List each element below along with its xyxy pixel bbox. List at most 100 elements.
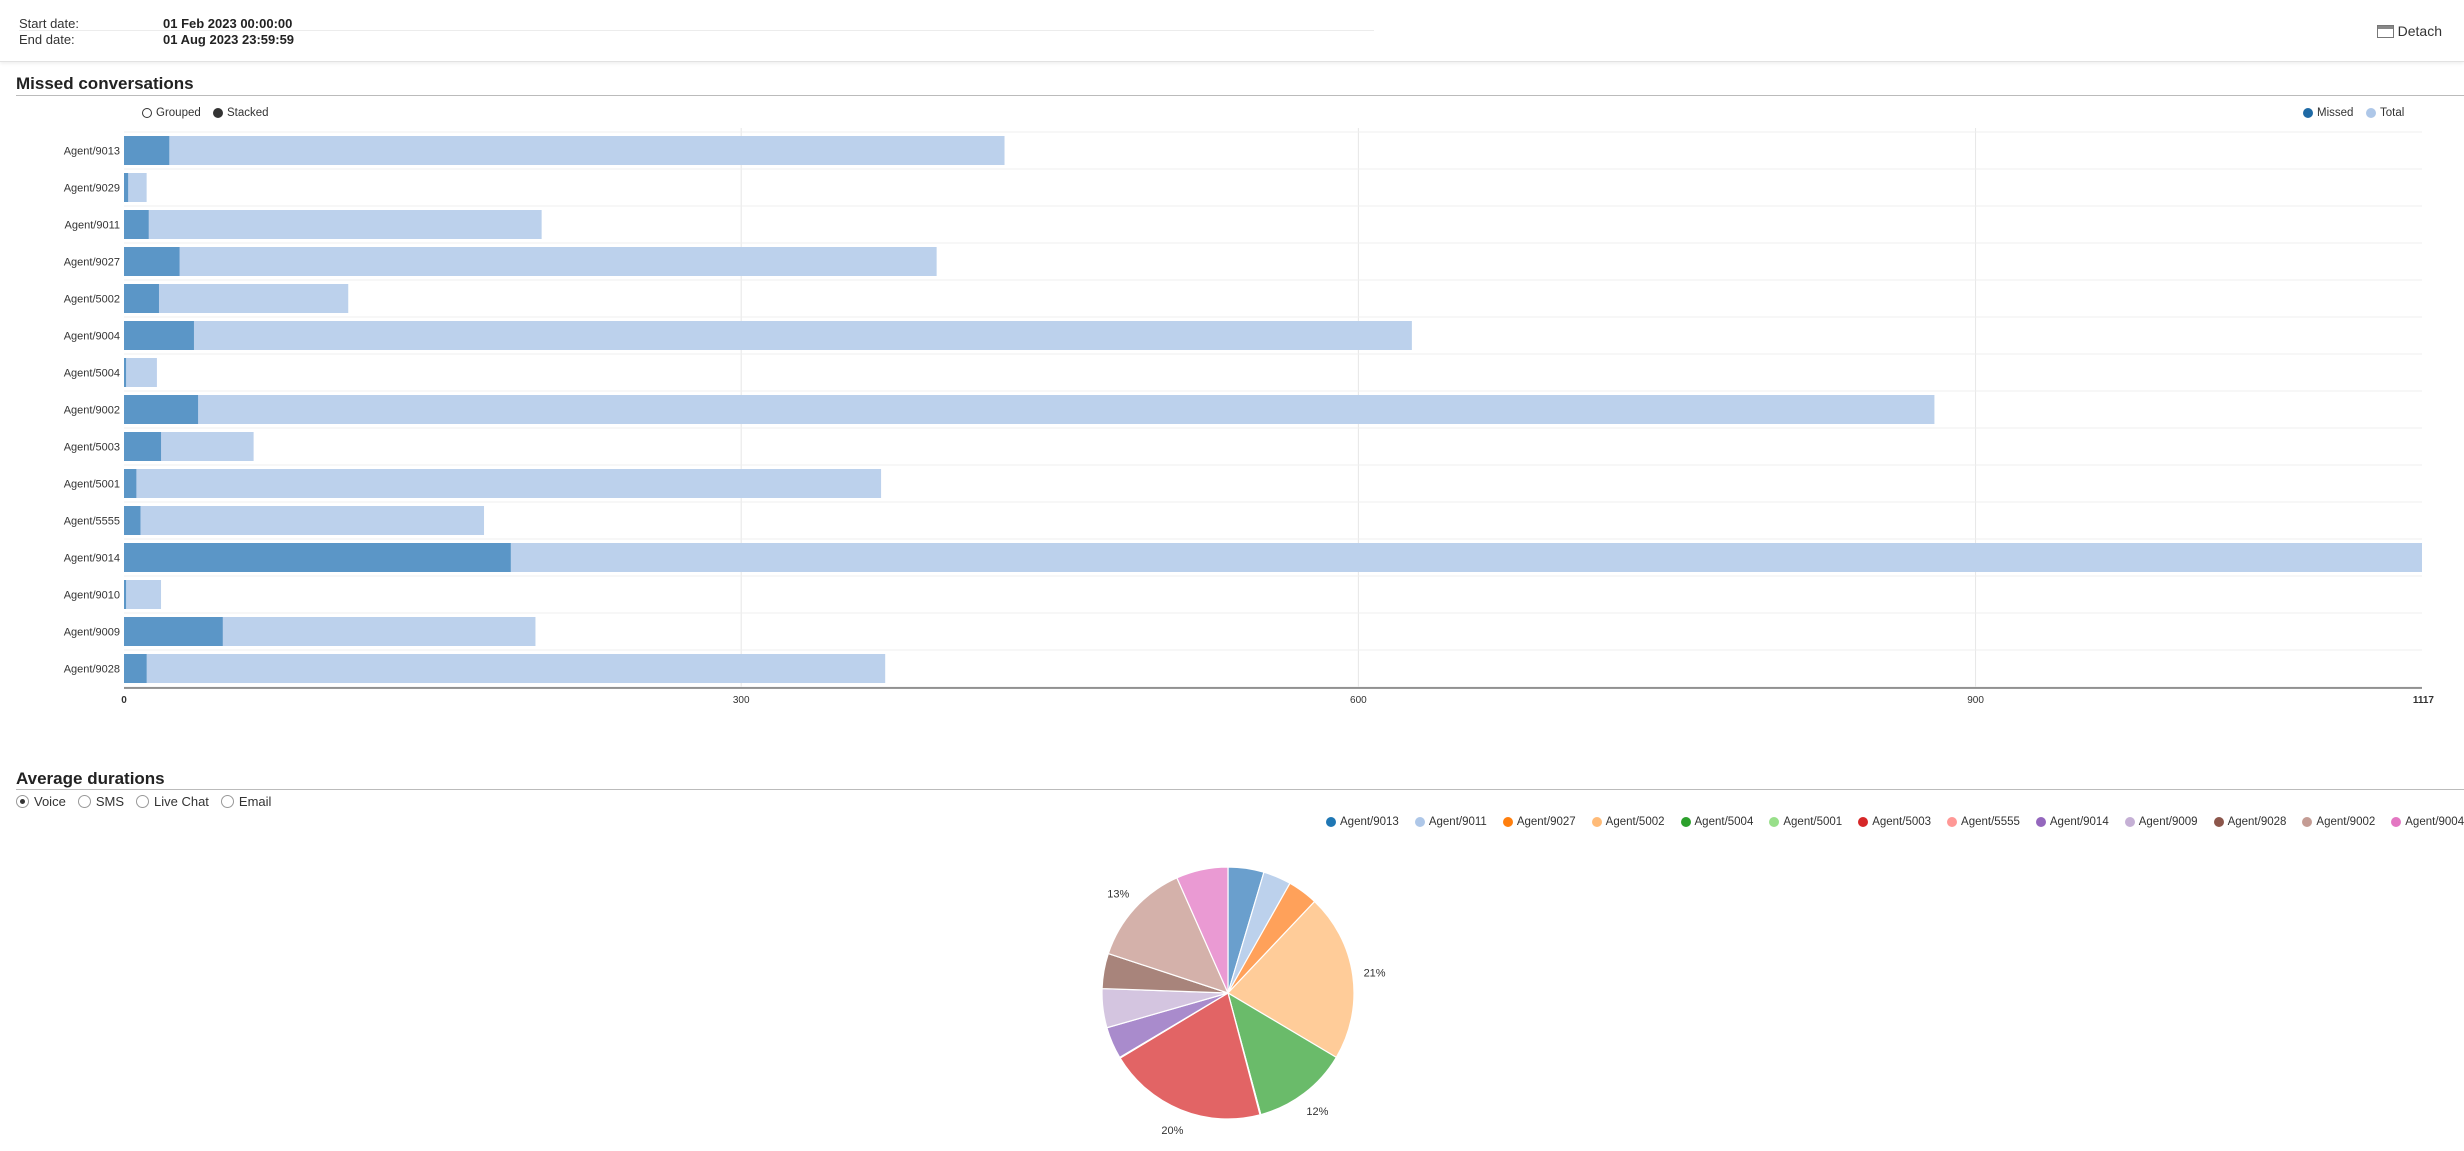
window-icon <box>2376 24 2394 38</box>
x-tick-label: 600 <box>1350 695 1367 706</box>
end-date-value: 01 Aug 2023 23:59:59 <box>163 32 295 47</box>
pie-legend-item[interactable]: Agent/9002 <box>2302 816 2375 828</box>
pie-slice <box>1227 866 1265 994</box>
end-date-row: End date: 01 Aug 2023 23:59:59 <box>19 32 294 47</box>
bar-missed <box>124 136 170 165</box>
bar-missed <box>124 469 137 498</box>
bar-total <box>124 321 1412 350</box>
pie-legend: Agent/9013 Agent/9011 Agent/9027 Agent/5002… <box>1326 816 2464 828</box>
pie-legend-item[interactable]: Agent/5001 <box>1769 816 1842 828</box>
pie-legend-item[interactable]: Agent/9027 <box>1502 816 1576 828</box>
y-tick-label: Agent/9028 <box>64 664 120 676</box>
legend-missed-label: Missed <box>2317 107 2354 119</box>
missed-section-title: Missed conversations <box>16 74 194 93</box>
sms-label: SMS <box>95 794 124 809</box>
pie-legend-swatch <box>2302 817 2313 827</box>
live-chat-label: Live Chat <box>153 794 209 809</box>
bar-total <box>124 173 147 202</box>
legend-total[interactable]: Total <box>2366 107 2404 119</box>
missed-conversations-chart: Agent/9013 Agent/9029 Agent/9011 Agent/9027… <box>64 128 2435 706</box>
pie-legend-label: Agent/5001 <box>1783 816 1843 828</box>
y-tick-label: Agent/9002 <box>64 405 120 417</box>
x-tick-label: 900 <box>1967 695 1984 706</box>
detach-button[interactable]: Detach <box>2376 23 2442 39</box>
pie-data-label: 20% <box>1161 1125 1183 1137</box>
x-tick-label: 1117 <box>2413 695 2435 706</box>
email-option[interactable]: Email <box>220 794 271 809</box>
pie-legend-item[interactable]: Agent/5002 <box>1591 816 1665 828</box>
legend-missed[interactable]: Missed <box>2303 107 2353 119</box>
pie-slice <box>1227 882 1316 994</box>
legend-total-label: Total <box>2380 107 2405 119</box>
y-tick-label: Agent/9009 <box>64 627 120 639</box>
pie-legend-label: Agent/5004 <box>1694 816 1754 828</box>
pie-legend-item[interactable]: Agent/5555 <box>1947 816 2020 828</box>
bar-total <box>124 654 886 683</box>
pie-legend-item[interactable]: Agent/9028 <box>2213 816 2286 828</box>
pie-legend-item[interactable]: Agent/9009 <box>2124 816 2198 828</box>
pie-legend-swatch <box>1769 817 1780 827</box>
pie-legend-swatch <box>1680 817 1691 827</box>
bar-total <box>124 136 1005 165</box>
start-date-label: Start date: <box>19 16 79 31</box>
bar-total <box>124 284 349 313</box>
bar-missed <box>124 543 511 572</box>
y-tick-label: Agent/5003 <box>64 442 120 454</box>
pie-legend-swatch <box>1502 817 1513 827</box>
bar-missed <box>124 506 141 535</box>
pie-legend-swatch <box>1858 817 1869 827</box>
channel-selector: Voice SMS Live Chat Email <box>16 794 283 809</box>
legend-missed-swatch <box>2303 108 2313 118</box>
pie-legend-swatch <box>2035 817 2046 827</box>
stacked-label: Stacked <box>227 107 269 119</box>
bar-missed <box>124 284 159 313</box>
grouped-toggle[interactable]: Grouped <box>142 107 201 119</box>
pie-slice <box>1227 900 1355 1059</box>
pie-legend-swatch <box>1947 817 1958 827</box>
durations-section-rule <box>16 789 2464 790</box>
bar-total <box>124 395 1935 424</box>
bar-missed <box>124 432 162 461</box>
stacked-toggle[interactable]: Stacked <box>213 107 269 119</box>
start-date-value: 01 Feb 2023 00:00:00 <box>163 16 293 31</box>
y-tick-label: Agent/9011 <box>65 220 120 232</box>
pie-slice <box>1176 866 1229 994</box>
stacked-radio-icon <box>213 108 223 118</box>
pie-legend-label: Agent/9013 <box>1340 816 1399 828</box>
pie-legend-item[interactable]: Agent/5004 <box>1680 816 1754 828</box>
pie-legend-label: Agent/9011 <box>1428 816 1487 828</box>
sms-radio-icon <box>77 795 91 808</box>
pie-data-label: 12% <box>1306 1106 1328 1118</box>
grouped-radio-icon <box>142 108 152 118</box>
x-tick-label: 300 <box>733 695 750 706</box>
pie-legend-item[interactable]: Agent/9014 <box>2035 816 2109 828</box>
pie-slice <box>1119 992 1261 1120</box>
pie-legend-item[interactable]: Agent/9011 <box>1414 816 1487 828</box>
pie-legend-label: Agent/9002 <box>2316 816 2376 828</box>
y-tick-label: Agent/9014 <box>64 553 120 565</box>
pie-legend-item[interactable]: Agent/9004 <box>2391 816 2464 828</box>
y-tick-label: Agent/5004 <box>64 368 120 380</box>
x-tick-label: 0 <box>121 695 127 706</box>
pie-legend-item[interactable]: Agent/9013 <box>1326 816 1399 828</box>
bar-total <box>124 358 157 387</box>
end-date-label: End date: <box>19 32 75 47</box>
live-chat-option[interactable]: Live Chat <box>135 794 209 809</box>
pie-legend-item[interactable]: Agent/5003 <box>1858 816 1931 828</box>
sms-option[interactable]: SMS <box>77 794 124 809</box>
pie-legend-swatch <box>2391 817 2402 827</box>
bar-total <box>124 580 162 609</box>
pie-legend-label: Agent/5002 <box>1605 816 1665 828</box>
y-tick-label: Agent/9010 <box>64 590 120 602</box>
pie-legend-label: Agent/9014 <box>2049 816 2109 828</box>
pie-legend-swatch <box>1326 817 1336 827</box>
voice-option[interactable]: Voice <box>16 794 66 809</box>
durations-section-title: Average durations <box>16 769 165 788</box>
grouped-label: Grouped <box>156 107 201 119</box>
bar-missed <box>124 395 199 424</box>
pie-slice <box>1227 991 1338 1116</box>
pie-legend-label: Agent/9027 <box>1516 816 1576 828</box>
bar-total <box>124 210 542 239</box>
bar-missed <box>124 654 147 683</box>
bar-total <box>124 247 937 276</box>
